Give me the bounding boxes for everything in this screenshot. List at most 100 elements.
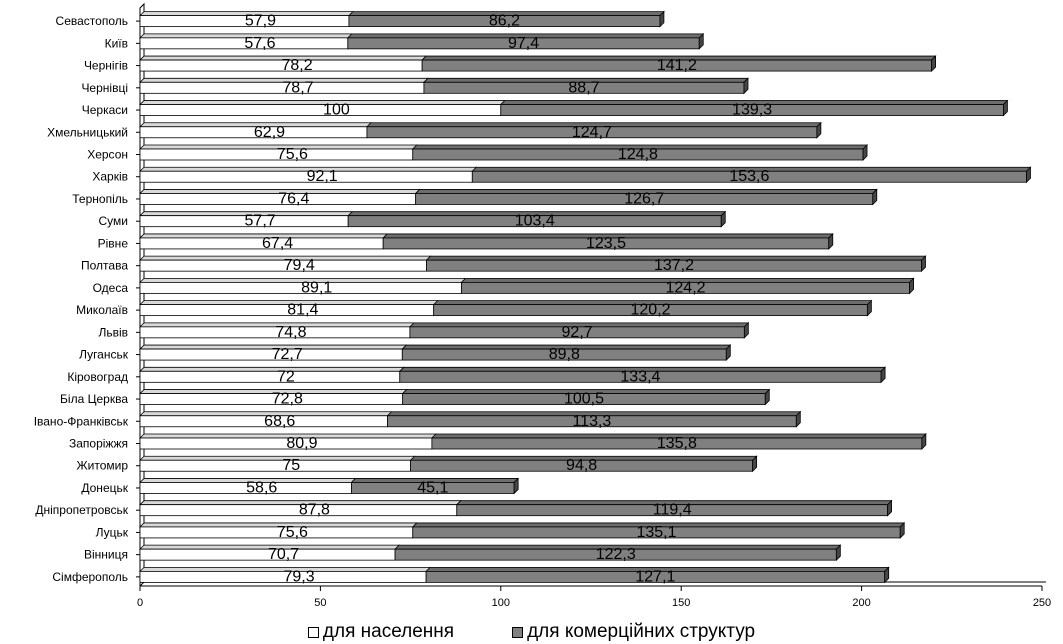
data-label-commercial: 122,3 bbox=[596, 546, 636, 563]
bar-commercial-side bbox=[887, 499, 892, 517]
legend-swatch-commercial bbox=[512, 626, 524, 638]
category-label: Київ bbox=[105, 36, 128, 50]
data-label-commercial: 113,3 bbox=[572, 413, 611, 430]
category-label: Тернопіль bbox=[72, 192, 128, 206]
category-label: Чернівці bbox=[81, 81, 128, 95]
bar-commercial-side bbox=[816, 121, 822, 139]
category-label: Чернігів bbox=[84, 59, 128, 73]
data-label-population: 78,7 bbox=[282, 79, 313, 96]
bar-commercial-side bbox=[872, 188, 878, 206]
data-label-population: 89,1 bbox=[301, 279, 332, 296]
bar-commercial-side bbox=[698, 32, 704, 50]
data-label-population: 76,4 bbox=[278, 190, 309, 207]
data-label-commercial: 100,5 bbox=[564, 391, 604, 408]
data-label-population: 72,7 bbox=[272, 346, 303, 363]
data-label-population: 92,1 bbox=[307, 168, 338, 185]
category-label: Одеса bbox=[93, 281, 129, 295]
bar-commercial-side bbox=[743, 77, 749, 95]
legend-item-commercial: для комерційних структур bbox=[512, 621, 755, 643]
data-label-population: 79,3 bbox=[283, 568, 314, 585]
bar-commercial-side bbox=[909, 277, 914, 295]
bar-commercial-side bbox=[1026, 166, 1031, 184]
category-label: Луцьк bbox=[96, 525, 129, 539]
data-label-population: 67,4 bbox=[262, 235, 293, 252]
bar-commercial-side bbox=[725, 344, 731, 362]
data-label-commercial: 126,7 bbox=[624, 190, 664, 207]
category-label: Черкаси bbox=[82, 103, 128, 117]
data-label-commercial: 135,1 bbox=[636, 524, 676, 541]
data-label-population: 87,8 bbox=[299, 502, 330, 519]
data-label-commercial: 97,4 bbox=[508, 35, 539, 52]
bar-population bbox=[139, 370, 401, 383]
data-label-commercial: 127,1 bbox=[635, 568, 675, 585]
x-tick-label: 50 bbox=[314, 597, 326, 609]
bar-commercial-side bbox=[1002, 99, 1008, 117]
category-label: Запоріжжя bbox=[69, 437, 128, 451]
data-label-commercial: 45,1 bbox=[417, 479, 448, 496]
legend-label-population: для населення bbox=[322, 621, 455, 642]
category-label: Біла Церква bbox=[60, 392, 128, 406]
data-label-commercial: 141,2 bbox=[657, 57, 697, 74]
data-label-population: 57,9 bbox=[245, 13, 276, 30]
data-label-population: 58,6 bbox=[246, 479, 277, 496]
bar-population bbox=[139, 459, 412, 472]
category-label: Дніпропетровськ bbox=[35, 503, 128, 517]
data-label-population: 79,4 bbox=[284, 257, 315, 274]
bar-commercial-side bbox=[513, 477, 519, 495]
data-label-commercial: 124,2 bbox=[666, 279, 706, 296]
legend: для населення для комерційних структур bbox=[0, 620, 1063, 644]
bar-commercial-side bbox=[764, 388, 770, 406]
bar-commercial-side bbox=[720, 210, 726, 228]
data-label-commercial: 135,8 bbox=[657, 435, 697, 452]
category-label: Миколаїв bbox=[76, 303, 128, 317]
data-label-commercial: 88,7 bbox=[568, 79, 599, 96]
data-label-commercial: 86,2 bbox=[489, 13, 520, 30]
category-label: Донецьк bbox=[81, 481, 128, 495]
category-label: Вінниця bbox=[84, 548, 128, 562]
data-label-commercial: 120,2 bbox=[631, 302, 671, 319]
data-label-population: 68,6 bbox=[264, 413, 295, 430]
x-tick-label: 0 bbox=[137, 597, 143, 609]
bar-commercial-side bbox=[659, 10, 665, 28]
bar-commercial-side bbox=[862, 144, 868, 161]
bar-commercial-side bbox=[921, 255, 926, 273]
bar-commercial-side bbox=[795, 410, 801, 428]
bar-population-top bbox=[139, 455, 416, 461]
data-label-population: 57,7 bbox=[245, 213, 276, 230]
bar-commercial-side bbox=[884, 566, 890, 584]
legend-item-population: для населення bbox=[307, 621, 455, 643]
category-label: Полтава bbox=[81, 259, 128, 273]
bar-commercial-side bbox=[828, 232, 834, 250]
category-label: Суми bbox=[99, 214, 128, 228]
bar-commercial-side bbox=[899, 521, 905, 539]
bar-commercial-side bbox=[866, 299, 872, 317]
data-label-commercial: 94,8 bbox=[566, 457, 597, 474]
data-label-population: 62,9 bbox=[254, 124, 285, 141]
x-tick-label: 200 bbox=[852, 597, 870, 609]
data-label-population: 70,7 bbox=[268, 546, 299, 563]
bar-commercial-side bbox=[880, 366, 886, 384]
category-label: Севастополь bbox=[56, 14, 128, 28]
data-label-population: 75,6 bbox=[277, 146, 308, 163]
data-label-population: 72,8 bbox=[272, 391, 303, 408]
data-label-commercial: 137,2 bbox=[654, 257, 694, 274]
data-label-commercial: 103,4 bbox=[515, 213, 555, 230]
data-label-population: 80,9 bbox=[286, 435, 317, 452]
data-label-commercial: 119,4 bbox=[653, 502, 692, 519]
x-tick-label: 100 bbox=[492, 597, 510, 609]
data-label-population: 57,6 bbox=[244, 35, 275, 52]
bar-commercial-side bbox=[931, 55, 936, 73]
category-label: Кіровоград bbox=[67, 370, 128, 384]
category-label: Херсон bbox=[87, 148, 128, 162]
data-label-commercial: 153,6 bbox=[729, 168, 769, 185]
category-label: Хмельницький bbox=[47, 125, 128, 139]
legend-label-commercial: для комерційних структур bbox=[527, 621, 756, 642]
data-label-population: 81,4 bbox=[287, 302, 318, 319]
x-tick-label: 250 bbox=[1033, 597, 1051, 609]
data-label-commercial: 92,7 bbox=[562, 324, 593, 341]
category-label: Луганськ bbox=[79, 348, 129, 362]
data-label-commercial: 124,7 bbox=[572, 124, 612, 141]
data-label-population: 72 bbox=[277, 368, 295, 385]
bar-commercial-side bbox=[921, 433, 927, 450]
data-label-population: 75 bbox=[282, 457, 300, 474]
